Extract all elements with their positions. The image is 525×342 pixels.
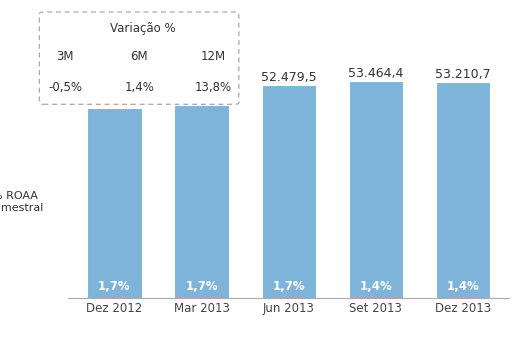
- Text: 3M: 3M: [57, 50, 74, 63]
- Text: % ROAA
Trimestral: % ROAA Trimestral: [0, 191, 43, 213]
- Text: 1,7%: 1,7%: [98, 280, 131, 293]
- Text: 1,7%: 1,7%: [272, 280, 305, 293]
- Text: 1,4%: 1,4%: [360, 280, 392, 293]
- Bar: [175, 106, 228, 298]
- Text: 6M: 6M: [130, 50, 148, 63]
- Text: 52.479,5: 52.479,5: [261, 71, 317, 84]
- FancyBboxPatch shape: [39, 12, 239, 104]
- Bar: [437, 83, 489, 298]
- Text: 12M: 12M: [201, 50, 226, 63]
- Text: Variação %: Variação %: [110, 22, 176, 35]
- Text: 47.674,5: 47.674,5: [174, 91, 229, 104]
- Text: 1,4%: 1,4%: [124, 81, 154, 94]
- Text: 46.743,8: 46.743,8: [87, 94, 142, 107]
- Text: -0,5%: -0,5%: [48, 81, 82, 94]
- Text: 53.464,4: 53.464,4: [348, 67, 404, 80]
- Text: 1,4%: 1,4%: [447, 280, 479, 293]
- Bar: [262, 87, 315, 298]
- Text: 13,8%: 13,8%: [194, 81, 232, 94]
- Text: 1,7%: 1,7%: [185, 280, 218, 293]
- Text: 53.210,7: 53.210,7: [435, 68, 491, 81]
- Bar: [88, 109, 141, 298]
- Bar: [350, 82, 402, 298]
